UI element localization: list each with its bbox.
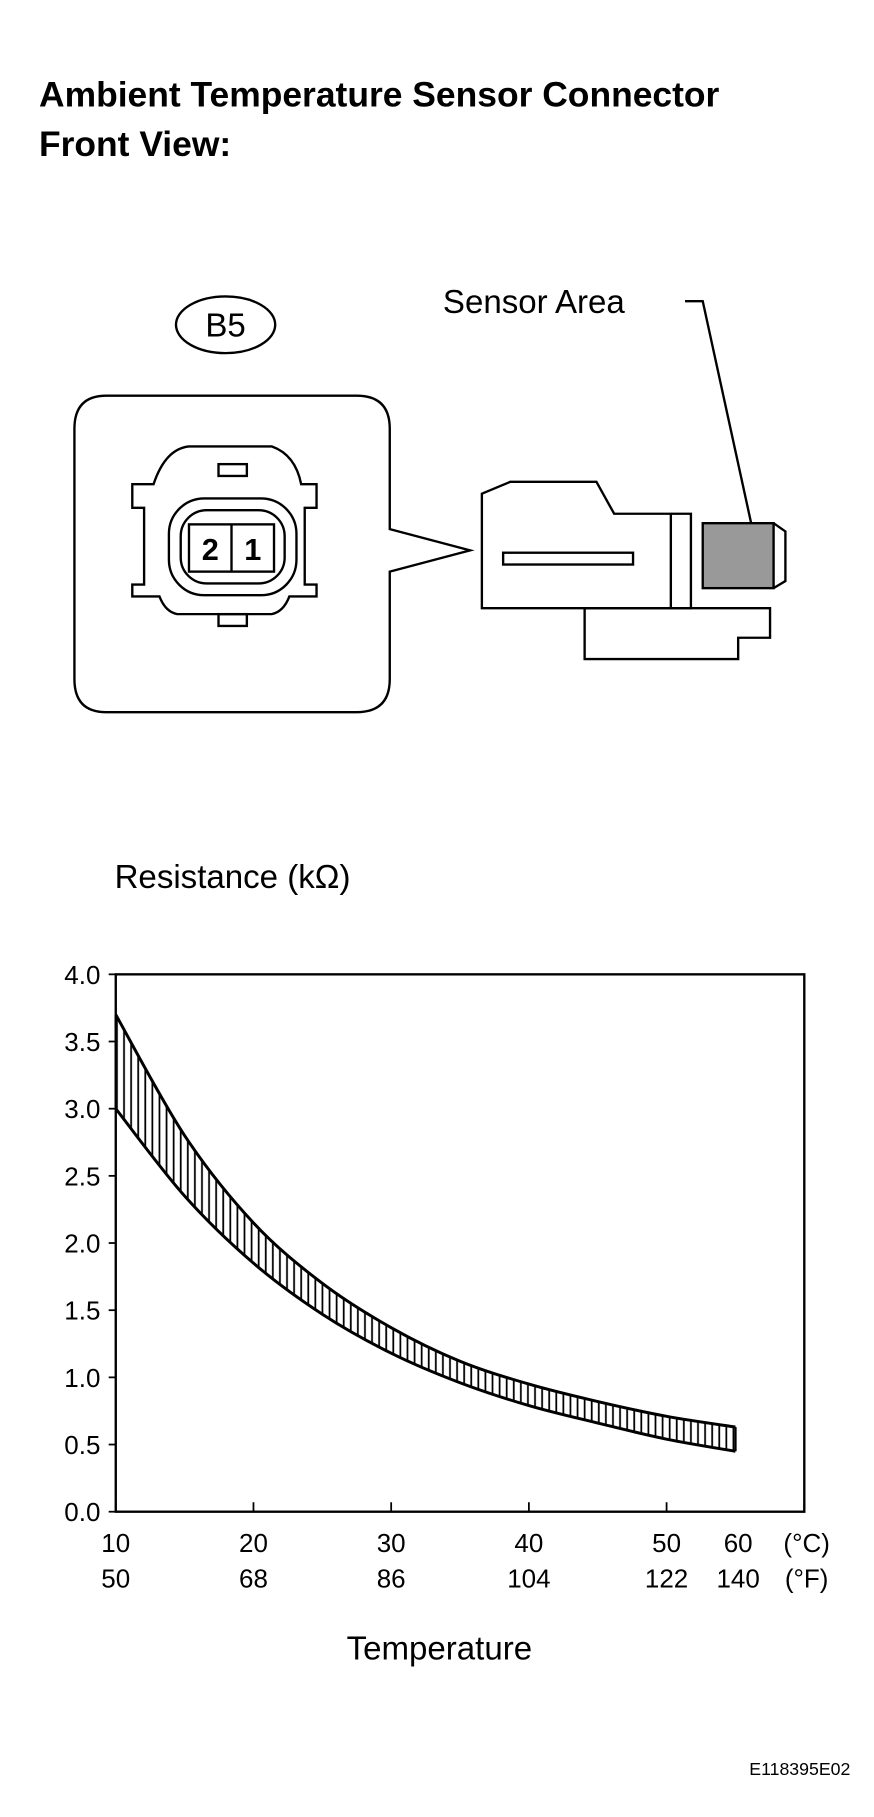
y-tick-label: 1.0 [64, 1363, 100, 1393]
y-tick-label: 3.5 [64, 1027, 100, 1057]
band-edge [114, 1013, 736, 1429]
x2-tick-label: 68 [239, 1563, 268, 1593]
x-tick-label: 10 [101, 1528, 130, 1558]
y-tick-label: 2.5 [64, 1161, 100, 1191]
y-tick-label: 0.5 [64, 1430, 100, 1460]
x-tick-label: 50 [652, 1528, 681, 1558]
x-tick-label: 40 [514, 1528, 543, 1558]
pin-label: 2 [202, 532, 219, 567]
y-tick-label: 3.0 [64, 1094, 100, 1124]
sensor-side: Sensor Area [443, 284, 787, 661]
sensor-area-label: Sensor Area [443, 284, 625, 321]
y-tick-label: 2.0 [64, 1228, 100, 1258]
x2-tick-label: 104 [507, 1563, 550, 1593]
connector-front: B5 2 1 [73, 295, 475, 714]
y-tick-label: 0.0 [64, 1497, 100, 1527]
band-edge [114, 1107, 736, 1453]
x-axis-label: Temperature [347, 1630, 533, 1667]
x-tick-label: 20 [239, 1528, 268, 1558]
x2-tick-label: 50 [101, 1563, 130, 1593]
title-line: Ambient Temperature Sensor Connector [39, 74, 720, 114]
y-axis-label: Resistance (kΩ) [115, 859, 351, 896]
x2-tick-label: 86 [377, 1563, 406, 1593]
connector-label: B5 [205, 308, 245, 345]
x-tick-label: 30 [377, 1528, 406, 1558]
pin-label: 1 [244, 532, 261, 567]
title-line: Front View: [39, 124, 231, 164]
figure-code: E118395E02 [749, 1759, 850, 1779]
y-tick-label: 4.0 [64, 960, 100, 990]
y-tick-label: 1.5 [64, 1296, 100, 1326]
x-unit: (°C) [783, 1528, 829, 1558]
band-fill [115, 1014, 736, 1452]
x2-unit: (°F) [785, 1563, 829, 1593]
x2-tick-label: 122 [645, 1563, 688, 1593]
x2-tick-label: 140 [716, 1563, 759, 1593]
x-tick-label: 60 [724, 1528, 753, 1558]
